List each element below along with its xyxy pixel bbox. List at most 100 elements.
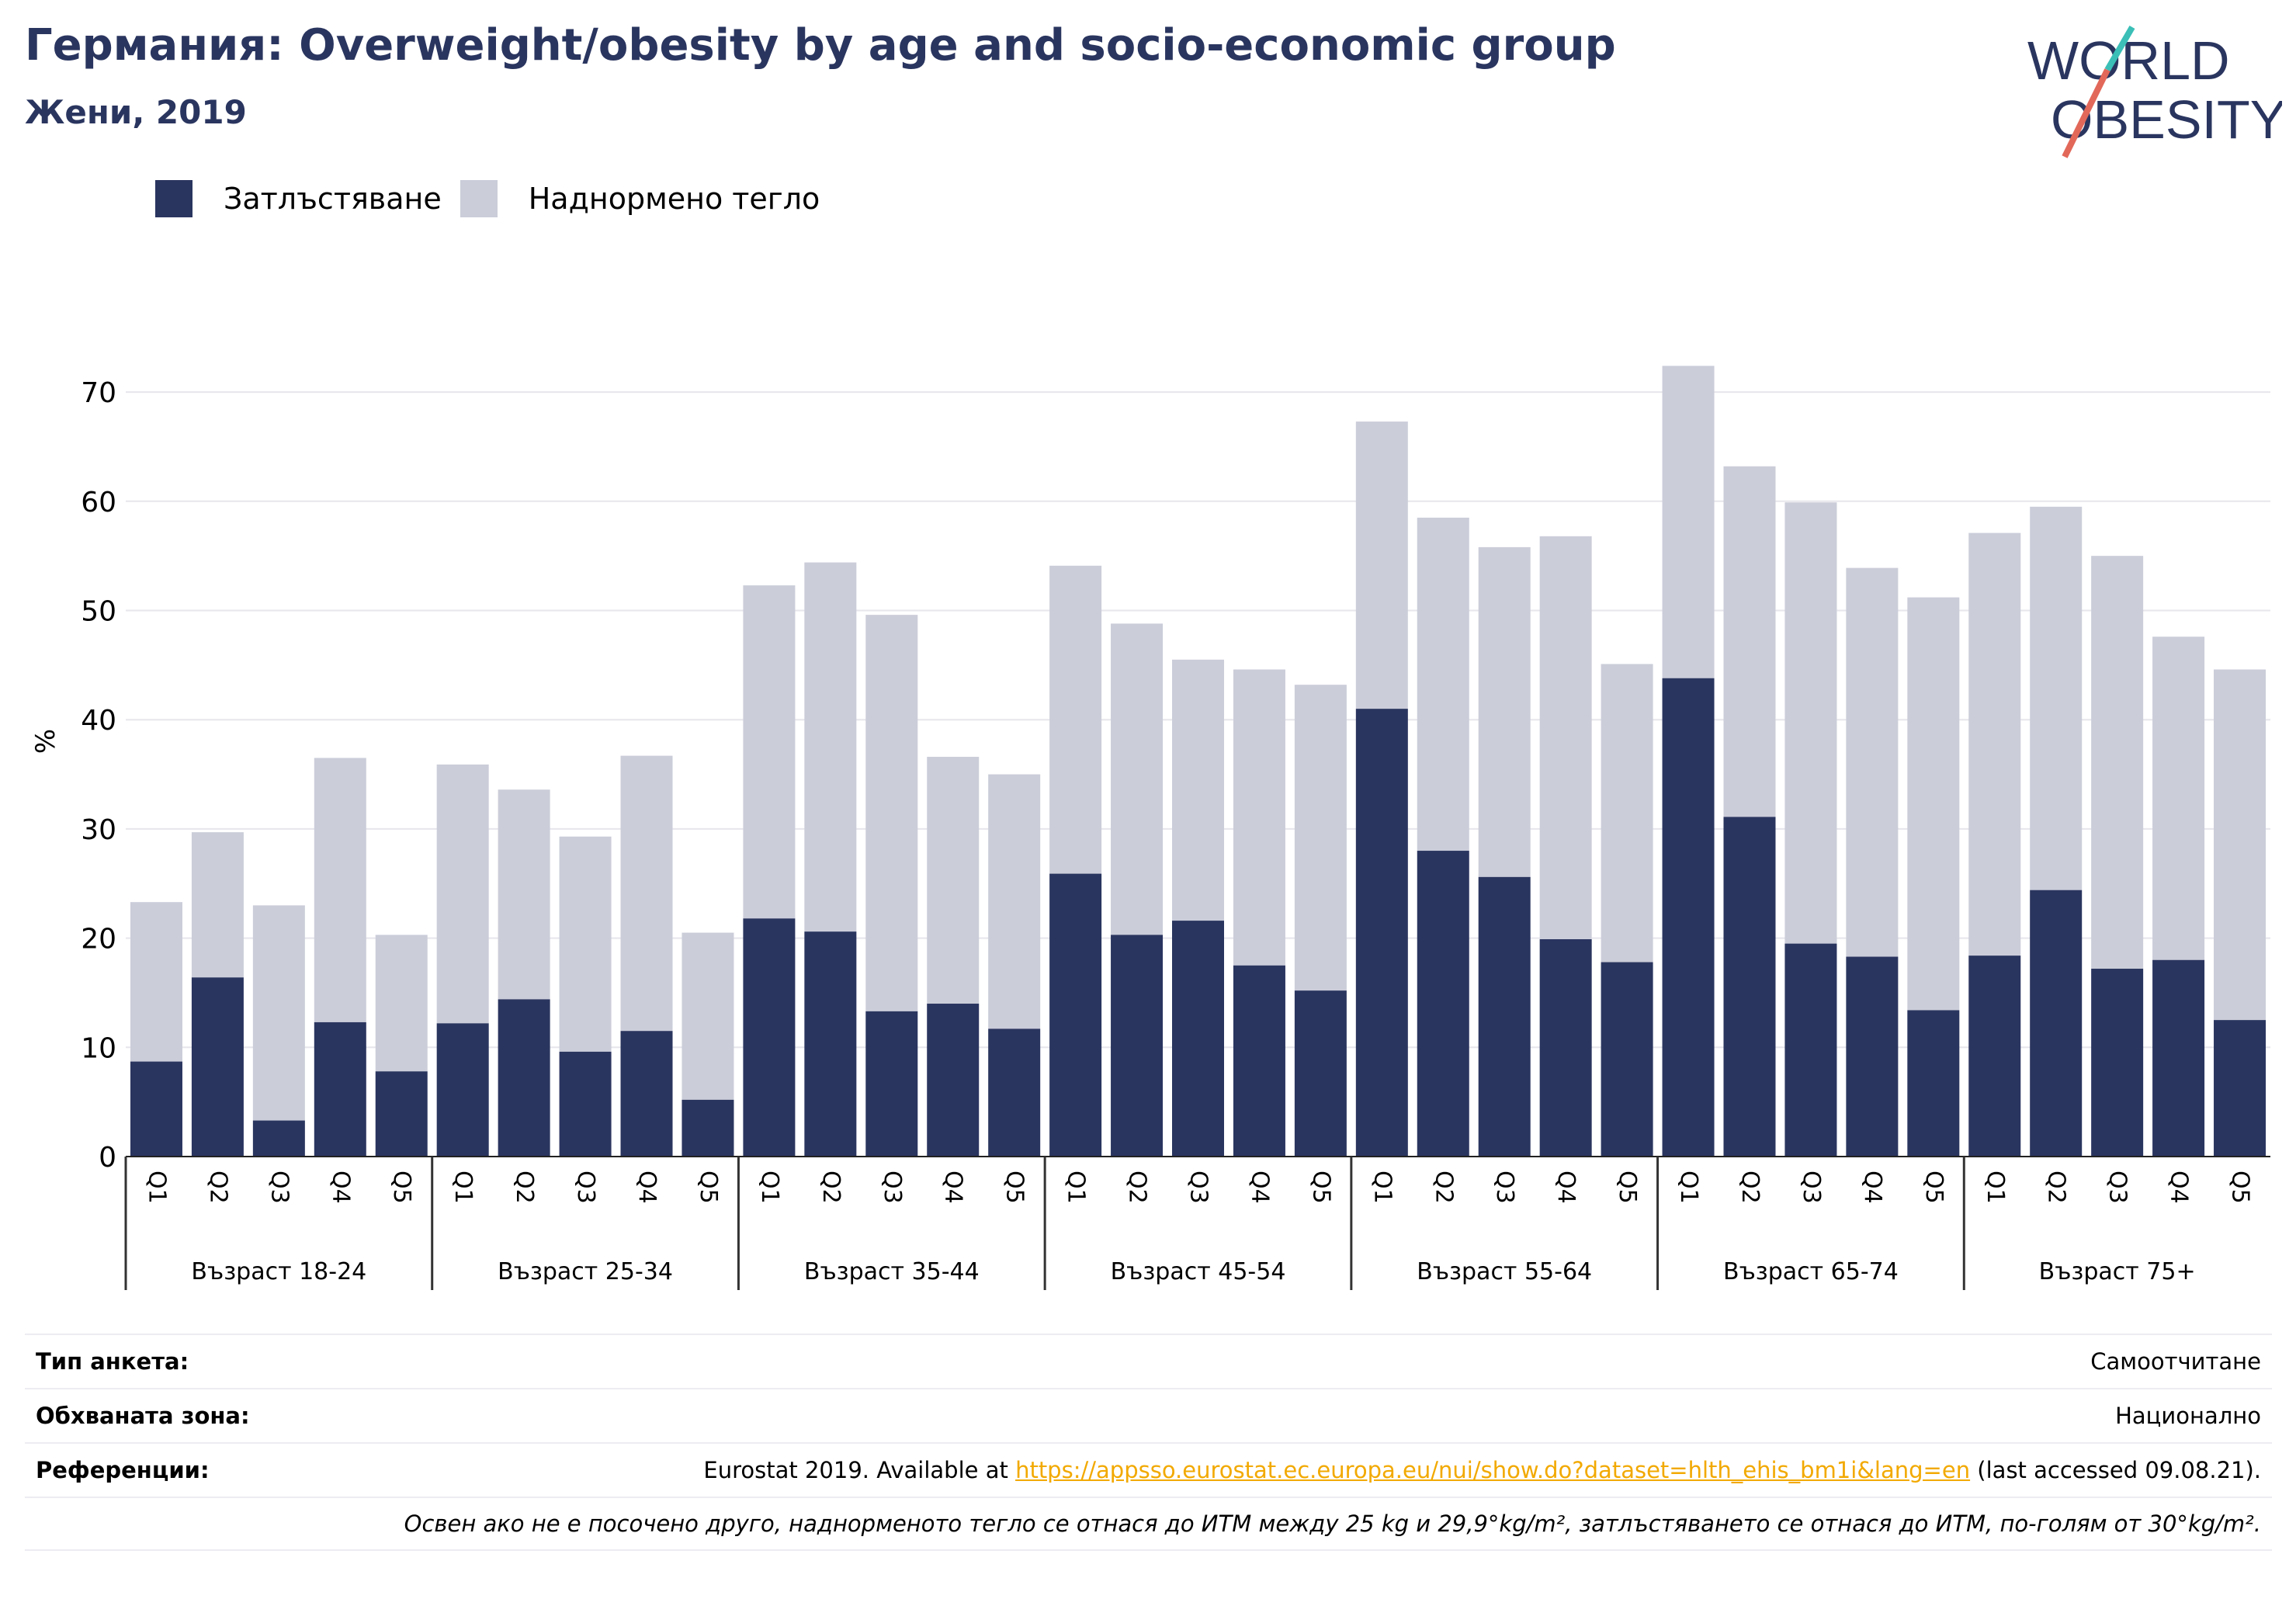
x-tick-label: Q5 [1614,1171,1641,1204]
bar-overweight [2152,636,2205,960]
x-tick-label: Q2 [1430,1171,1457,1204]
bar-obesity [1784,943,1837,1157]
x-tick-label: Q5 [388,1171,415,1204]
bar-obesity [1111,935,1164,1157]
bar-obesity [2030,890,2083,1157]
logo-line1: WORLD [2027,30,2230,91]
bar-obesity [252,1120,305,1157]
logo-coral-stroke [2062,68,2110,158]
x-tick-label: Q4 [327,1171,354,1204]
footer-row-note: Освен ако не е посочено друго, наднормен… [25,1497,2272,1551]
y-tick-label: 20 [81,924,116,956]
x-tick-label: Q2 [2043,1171,2070,1204]
x-tick-label: Q2 [1736,1171,1764,1204]
bar-obesity [804,931,857,1157]
x-tick-label: Q3 [1185,1171,1212,1204]
bar-obesity [2091,968,2144,1157]
bar-overweight [498,789,550,1000]
coverage-area-value: Национално [2115,1403,2261,1429]
bar-obesity [1907,1010,1960,1157]
footer-row-area: Обхваната зона: Национално [25,1388,2272,1442]
bar-overweight [865,615,918,1011]
x-tick-label: Q3 [265,1171,293,1204]
bar-overweight [1355,421,1408,709]
y-tick-label: 30 [81,814,116,846]
coverage-area-label: Обхваната зона: [36,1403,250,1429]
x-tick-label: Q1 [1368,1171,1396,1204]
survey-type-label: Тип анкета: [36,1348,189,1375]
x-tick-label: Q2 [817,1171,845,1204]
footer-row-survey: Тип анкета: Самоотчитане [25,1334,2272,1388]
bar-obesity [682,1099,734,1157]
references-value: Eurostat 2019. Available at https://apps… [703,1457,2272,1483]
bar-overweight [743,585,796,919]
bar-obesity [498,999,550,1157]
bar-obesity [1049,873,1102,1157]
x-tick-label: Q2 [1124,1171,1151,1204]
bar-obesity [314,1021,366,1157]
x-tick-label: Q1 [143,1171,170,1204]
x-tick-label: Q4 [940,1171,967,1204]
x-tick-label: Q3 [1798,1171,1825,1204]
bar-overweight [559,836,612,1052]
bar-overweight [1846,567,1899,957]
legend-item-overweight: Наднормено тегло [460,180,820,217]
references-label: Референции: [36,1457,210,1483]
survey-type-value: Самоотчитане [2090,1348,2261,1375]
footer-table: Тип анкета: Самоотчитане Обхваната зона:… [25,1334,2272,1551]
bar-overweight [2214,669,2267,1021]
references-link[interactable]: https://appsso.eurostat.ec.europa.eu/nui… [1015,1457,1971,1483]
bar-overweight [2091,556,2144,969]
group-label: Възраст 75+ [2039,1258,2196,1285]
bar-obesity [1846,956,1899,1157]
bar-overweight [1111,623,1164,935]
world-obesity-logo: WORLD OBESITY [2027,25,2282,158]
bar-obesity [375,1071,428,1157]
bar-obesity [1172,921,1224,1157]
bar-obesity [1233,965,1285,1157]
bar-overweight [130,902,182,1062]
bar-overweight [1784,502,1837,944]
bar-obesity [436,1023,489,1157]
stacked-bar-chart: 0 10 20 30 40 50 60 70% Q1 Q2 Q3 Q4 Q5 Q1 Q2 Q3 Q4 Q5 Q1 Q2… [30,366,2270,1290]
legend-label-overweight: Наднормено тегло [528,182,820,216]
legend-label-obesity: Затлъстяване [224,182,442,216]
bar-overweight [375,935,428,1072]
x-tick-label: Q1 [1063,1171,1090,1204]
bar-obesity [2214,1020,2267,1157]
y-axis-label: % [30,729,61,754]
bar-overweight [927,757,980,1004]
x-tick-label: Q3 [1491,1171,1518,1204]
bar-overweight [1417,517,1469,852]
bar-overweight [314,758,366,1022]
bar-obesity [1662,678,1715,1157]
bar-overweight [1907,597,1960,1011]
group-label: Възраст 25-34 [498,1258,673,1285]
y-tick-label: 40 [81,705,116,737]
references-prefix: Eurostat 2019. Available at [703,1457,1016,1483]
x-tick-label: Q4 [633,1171,661,1204]
y-tick-label: 0 [99,1142,116,1174]
bar-overweight [1294,685,1347,991]
bar-obesity [191,977,244,1157]
group-label: Възраст 45-54 [1111,1258,1286,1285]
group-label: Възраст 18-24 [191,1258,366,1285]
bar-obesity [927,1004,980,1157]
logo-line2: OBESITY [2051,89,2282,150]
bar-overweight [1662,366,1715,678]
x-tick-label: Q3 [572,1171,599,1204]
bar-obesity [130,1061,182,1157]
bar-obesity [1417,851,1469,1157]
y-tick-label: 10 [81,1032,116,1064]
bar-obesity [1601,962,1653,1157]
x-tick-label: Q4 [1552,1171,1580,1204]
x-tick-label: Q5 [1920,1171,1947,1204]
bar-obesity [1968,956,2021,1157]
bar-overweight [682,932,734,1100]
legend-swatch-overweight [460,180,498,217]
bar-overweight [1539,536,1592,940]
bar-obesity [865,1011,918,1157]
footer-row-references: Референции: Eurostat 2019. Available at … [25,1442,2272,1497]
bar-overweight [1233,669,1285,966]
x-tick-label: Q1 [1675,1171,1702,1204]
